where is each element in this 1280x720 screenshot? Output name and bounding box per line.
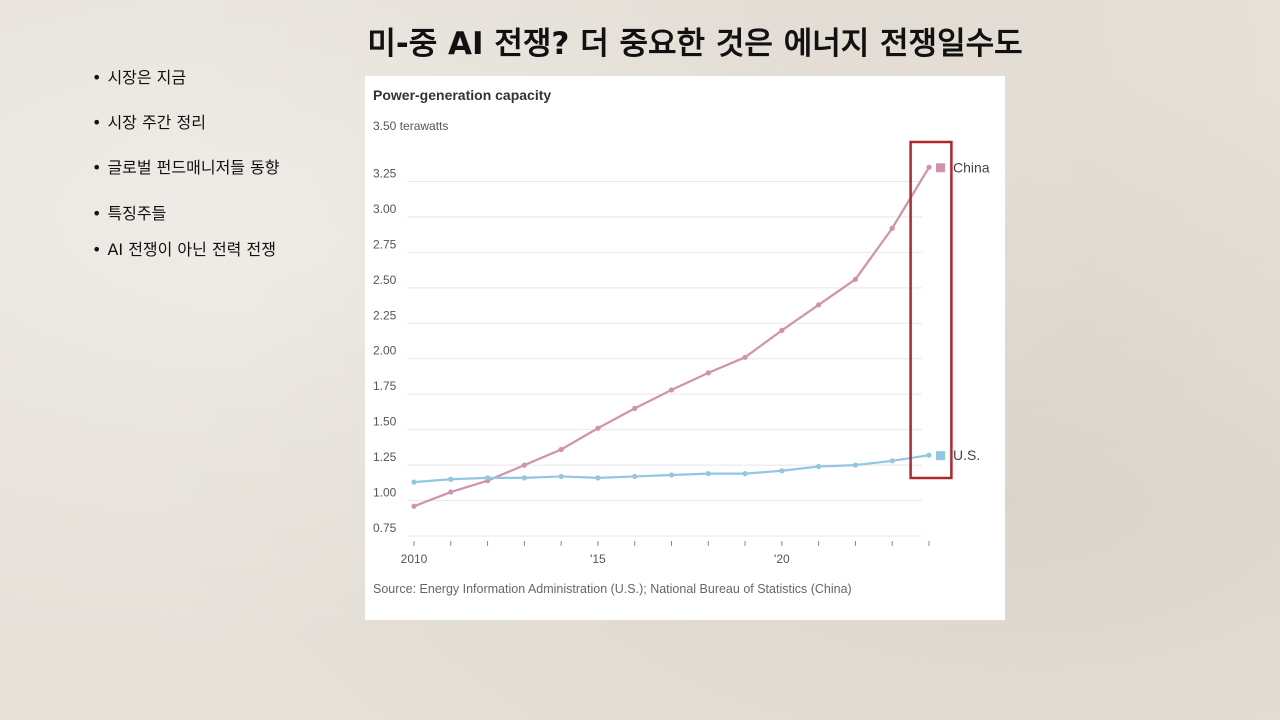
data-point — [852, 462, 859, 468]
y-tick-label: 0.75 — [373, 521, 397, 535]
data-point — [595, 425, 601, 431]
y-tick-label: 3.00 — [373, 202, 397, 216]
data-point — [558, 473, 564, 480]
data-point — [705, 370, 711, 376]
x-tick-label: '20 — [774, 552, 790, 566]
data-point — [668, 387, 675, 393]
data-point — [484, 475, 491, 481]
data-point — [742, 471, 748, 477]
legend: China U.S. — [936, 159, 990, 463]
power-capacity-chart: Power-generation capacity 3.50 terawatts… — [373, 87, 990, 596]
data-point — [411, 503, 417, 509]
data-point — [852, 276, 859, 282]
legend-swatch — [936, 163, 945, 173]
data-point — [595, 475, 601, 481]
y-tick-labels: 3.25 3.00 2.75 2.50 2.25 2.00 1.75 1.50 1.25 1.00… — [373, 166, 397, 535]
data-point — [632, 405, 638, 411]
data-point — [889, 458, 895, 464]
x-tick-label: '15 — [590, 552, 606, 566]
y-tick-label: 2.75 — [373, 237, 397, 251]
y-tick-label: 3.25 — [373, 166, 397, 180]
y-tick-label: 2.25 — [373, 308, 397, 322]
data-point — [448, 489, 454, 495]
data-point — [521, 462, 527, 468]
data-point — [668, 472, 675, 478]
data-point — [779, 468, 785, 474]
bullet-item: AI 전쟁이 아닌 전력 전쟁 — [92, 236, 276, 260]
highlight-box — [909, 140, 953, 480]
x-axis: 2010 '15 '20 — [401, 541, 930, 566]
chart-panel: Power-generation capacity 3.50 terawatts… — [365, 76, 1005, 620]
data-point — [521, 475, 527, 481]
chart-title: Power-generation capacity — [373, 87, 551, 103]
slide-title: 미-중 AI 전쟁? 더 중요한 것은 에너지 전쟁일수도 — [367, 26, 1023, 62]
grid-lines — [407, 180, 922, 537]
y-tick-label: 1.50 — [373, 415, 397, 429]
bullet-item: 글로벌 펀드매니저들 동향 — [92, 154, 279, 178]
y-unit-label: 3.50 terawatts — [373, 119, 448, 133]
data-point — [411, 479, 417, 485]
bullet-item: 특징주들 — [92, 200, 166, 224]
data-point — [632, 473, 638, 480]
highlight-rect — [909, 140, 953, 480]
series-lines — [411, 164, 932, 509]
data-point — [742, 354, 748, 360]
x-tick-label: 2010 — [401, 552, 428, 566]
legend-label: China — [953, 159, 990, 175]
data-point — [816, 302, 822, 308]
bullet-item: 시장은 지금 — [92, 64, 186, 88]
data-point — [816, 463, 822, 470]
chart-source: Source: Energy Information Administratio… — [373, 582, 852, 596]
y-tick-label: 2.50 — [373, 273, 397, 287]
series-line-china — [413, 166, 930, 508]
data-point — [926, 164, 932, 170]
y-tick-label: 1.25 — [373, 450, 397, 464]
series-line-us — [413, 454, 930, 484]
legend-label: U.S. — [953, 447, 980, 463]
bullet-item: 시장 주간 정리 — [92, 109, 206, 133]
y-tick-label: 1.00 — [373, 486, 397, 500]
y-tick-label: 2.00 — [373, 344, 397, 358]
data-point — [779, 327, 785, 333]
data-point — [926, 452, 932, 458]
data-point — [705, 471, 711, 477]
legend-swatch — [936, 451, 945, 461]
data-point — [448, 476, 454, 482]
data-point — [889, 225, 895, 231]
y-tick-label: 1.75 — [373, 379, 397, 393]
data-point — [558, 446, 564, 453]
